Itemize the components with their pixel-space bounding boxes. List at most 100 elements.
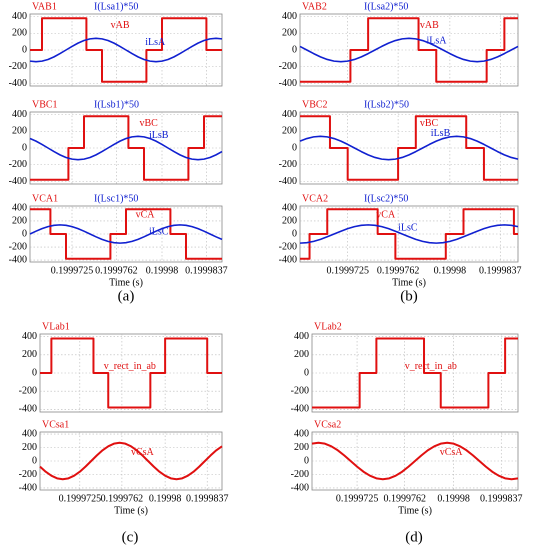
y-tick-label: -400 [279,78,297,89]
x-tick-label: 0.19998 [434,265,467,276]
y-tick-label: 0 [22,228,27,239]
series-header: I(Lsb1)*50 [94,99,139,110]
y-tick-label: -200 [9,241,27,252]
y-tick-label: 0 [22,142,27,153]
panel-label: (c) [122,529,139,545]
x-tick-label: 0.19998 [437,493,470,504]
series-label: vCsA [440,447,464,458]
x-tick-label: 0.1999725 [59,493,102,504]
y-tick-label: 200 [294,442,309,453]
series-label: iLsA [145,37,166,48]
series-header: I(Lsc1)*50 [94,193,138,204]
y-tick-label: -200 [9,159,27,170]
series-label: vAB [420,20,439,31]
series-line [311,441,519,481]
series-line [299,135,519,161]
series-label: vCA [136,209,156,220]
series-label: iLsB [149,130,169,141]
series-label: iLsC [149,227,169,238]
series-label: iLsA [426,36,447,47]
y-tick-label: -400 [279,176,297,187]
y-tick-label: 0 [304,367,309,378]
panel-label: (b) [400,288,418,304]
series-label: iLsC [398,223,418,234]
x-tick-label: 0.19998 [149,493,182,504]
y-tick-label: -200 [9,61,27,72]
series-line [299,224,519,244]
y-tick-label: -400 [9,176,27,187]
y-tick-label: -200 [19,469,37,480]
y-tick-label: -400 [9,78,27,89]
y-tick-label: -400 [291,404,309,415]
x-tick-label: 0.1999725 [51,265,94,276]
y-tick-label: -200 [279,159,297,170]
series-line [29,37,223,63]
y-tick-label: -200 [291,469,309,480]
y-tick-label: 0 [22,44,27,55]
y-tick-label: -400 [9,254,27,265]
y-tick-label: 0 [292,142,297,153]
y-tick-label: -200 [291,385,309,396]
series-line [300,208,518,260]
series-label: vCA [376,209,396,220]
x-axis-label: Time (s) [114,505,148,516]
series-label: vBC [420,118,439,129]
series-header: VLab1 [42,321,70,332]
series-line [39,441,223,481]
series-header: VCsa2 [314,419,341,430]
y-tick-label: -200 [279,61,297,72]
y-tick-label: 0 [32,455,37,466]
series-header: I(Lsc2)*50 [364,193,408,204]
series-header: VAB2 [302,1,327,12]
y-tick-label: 0 [292,44,297,55]
y-tick-label: 400 [12,202,27,213]
y-tick-label: 200 [12,28,27,39]
series-header: VCA2 [302,193,328,204]
y-tick-label: 0 [32,367,37,378]
x-tick-label: 0.1999837 [186,493,229,504]
y-tick-label: 200 [12,126,27,137]
y-tick-label: 400 [282,11,297,22]
y-tick-label: 400 [294,331,309,342]
x-tick-label: 0.1999762 [101,493,144,504]
y-tick-label: -400 [291,482,309,493]
y-tick-label: 200 [12,215,27,226]
series-line [299,37,519,63]
series-header: VCA1 [32,193,58,204]
series-line [29,224,223,244]
y-tick-label: 200 [282,215,297,226]
series-label: vBC [139,118,158,129]
x-tick-label: 0.1999837 [480,493,523,504]
series-label: v_rect_in_ab [104,361,156,372]
x-tick-label: 0.1999762 [95,265,138,276]
y-tick-label: -400 [19,404,37,415]
x-tick-label: 0.1999725 [336,493,379,504]
x-axis-label: Time (s) [392,277,426,288]
series-line [30,17,222,83]
series-header: I(Lsa1)*50 [94,1,138,12]
y-tick-label: 200 [282,126,297,137]
series-label: iLsB [431,128,451,139]
series-label: v_rect_in_ab [405,361,457,372]
series-line [312,337,518,409]
series-header: VBC2 [302,99,328,110]
panel-label: (a) [118,288,135,304]
y-tick-label: -400 [19,482,37,493]
series-line [29,135,223,161]
y-tick-label: 200 [282,28,297,39]
y-tick-label: -400 [279,254,297,265]
x-tick-label: 0.1999725 [326,265,369,276]
series-header: VBC1 [32,99,58,110]
series-header: I(Lsa2)*50 [364,1,408,12]
x-tick-label: 0.1999837 [479,265,522,276]
y-tick-label: 0 [292,228,297,239]
series-line [40,337,222,409]
y-tick-label: 200 [22,349,37,360]
x-axis-label: Time (s) [398,505,432,516]
y-tick-label: 200 [22,442,37,453]
y-tick-label: -200 [279,241,297,252]
x-axis-label: Time (s) [109,277,143,288]
y-tick-label: 400 [22,331,37,342]
